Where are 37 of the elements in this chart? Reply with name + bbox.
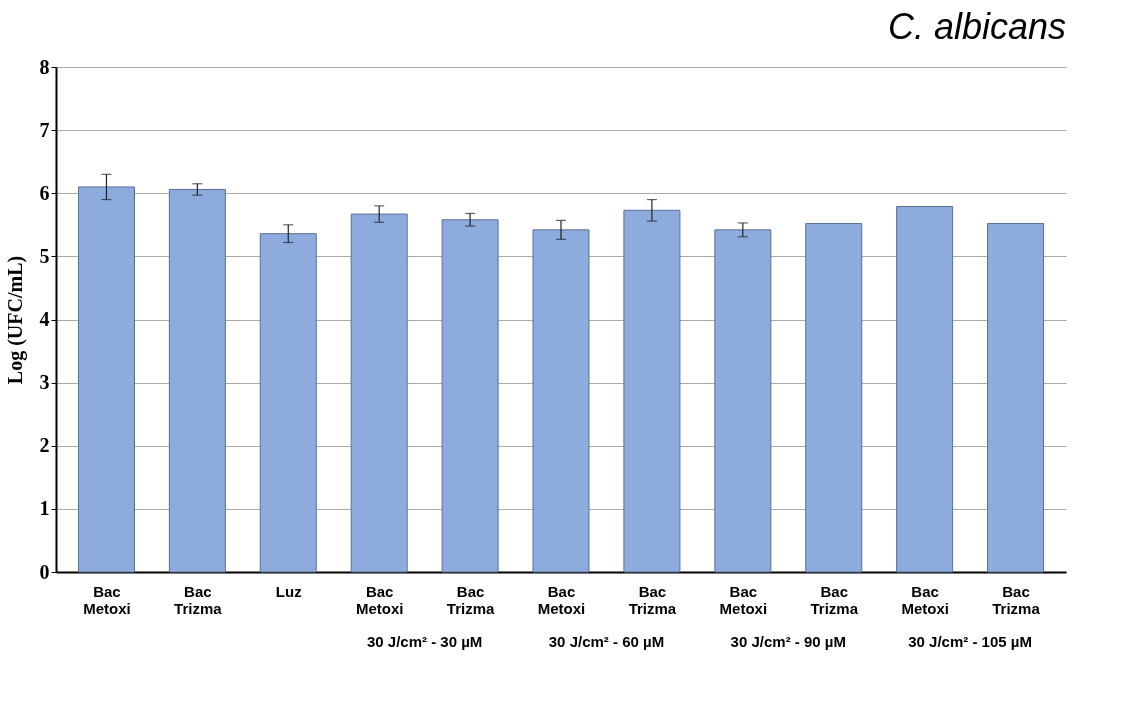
chart-title: C. albicans <box>887 6 1066 47</box>
bar <box>896 206 954 573</box>
x-tick-label: Bac Metoxi <box>719 582 768 617</box>
y-tick-label: 5 <box>39 244 50 267</box>
y-tick-label: 8 <box>39 55 50 78</box>
bar <box>259 233 317 573</box>
text: 30 J/cm² - 60 µM <box>548 633 665 650</box>
text: 30 J/cm² - 30 µM <box>366 633 483 650</box>
text: 30 J/cm² - 105 µM <box>908 633 1032 650</box>
y-tick-label: 0 <box>39 560 50 583</box>
bar <box>987 223 1045 573</box>
x-tick-label: Bac Trizma <box>628 582 677 617</box>
y-tick-label: 7 <box>39 118 50 141</box>
bar <box>623 209 681 573</box>
bar <box>714 229 772 573</box>
bar <box>805 223 863 573</box>
y-tick-label: 2 <box>39 434 50 457</box>
x-tick-label: Bac Trizma <box>446 582 495 617</box>
bar <box>532 229 590 573</box>
y-tick-label: 6 <box>39 181 50 204</box>
x-tick-label: Bac Trizma <box>174 582 223 617</box>
x-tick-label: Bac Metoxi <box>901 582 949 617</box>
y-tick-label: 4 <box>39 308 50 330</box>
bar <box>168 188 226 573</box>
y-tick-label: 1 <box>39 497 50 520</box>
y-tick-label: 3 <box>39 371 50 394</box>
bar <box>77 186 135 573</box>
x-tick-label: Bac Metoxi <box>355 582 404 617</box>
bar <box>350 213 408 573</box>
x-tick-label: Bac Trizma <box>810 582 859 617</box>
x-tick-label: Luz <box>275 582 302 600</box>
x-tick-label: Bac Metoxi <box>83 582 131 617</box>
bar <box>441 219 499 573</box>
x-tick-label: Bac Trizma <box>992 582 1041 617</box>
y-axis-title: Log (UFC/mL) <box>3 255 27 385</box>
x-tick-label: Bac Metoxi <box>537 582 586 617</box>
text: 30 J/cm² - 90 µM <box>730 633 846 650</box>
